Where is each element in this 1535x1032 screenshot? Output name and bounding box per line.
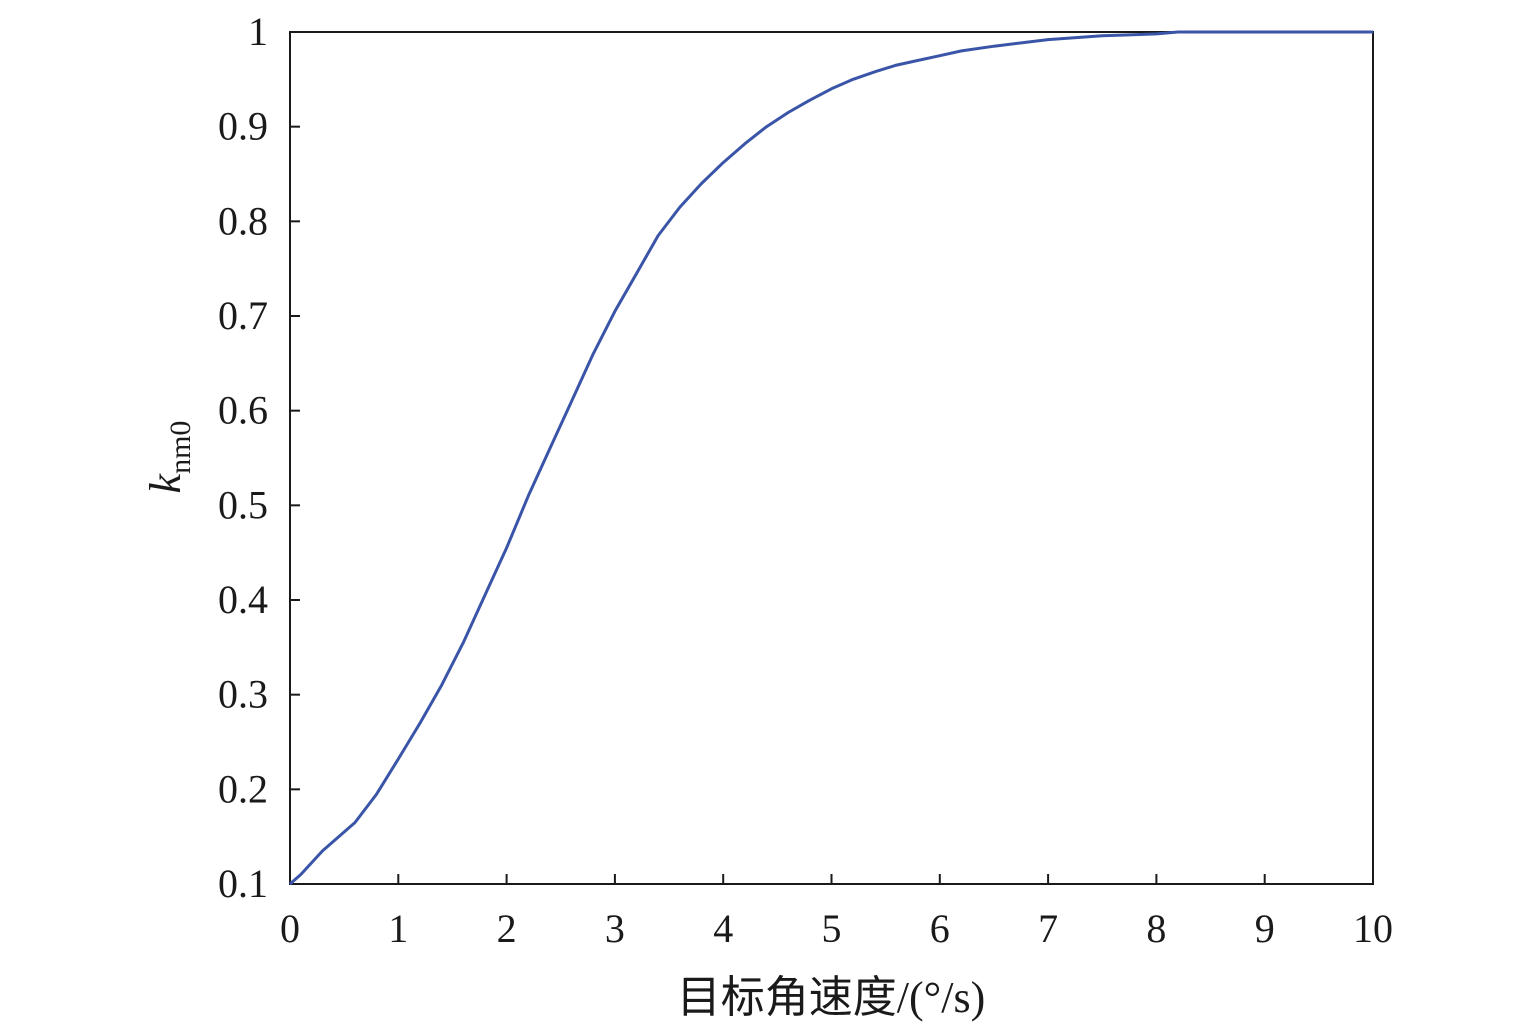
data-point <box>570 400 573 402</box>
data-point <box>321 850 324 852</box>
data-point <box>354 821 356 824</box>
x-tick-label: 10 <box>1353 906 1393 951</box>
data-point <box>657 234 659 237</box>
y-tick-label: 0.6 <box>218 388 268 433</box>
data-point <box>744 143 746 145</box>
data-point <box>830 88 833 90</box>
series-layer <box>289 30 1374 886</box>
x-tick-label: 9 <box>1255 906 1275 951</box>
y-tick-label: 0.7 <box>218 293 268 338</box>
x-axis-ticks: 0 1 2 3 4 5 6 7 8 9 10 <box>280 874 1393 951</box>
data-point <box>484 594 486 596</box>
data-point <box>397 758 399 760</box>
data-point <box>1177 31 1179 33</box>
y-axis-label: knm0 <box>141 421 197 494</box>
data-point <box>1372 31 1374 33</box>
data-point <box>592 353 594 355</box>
x-tick-label: 7 <box>1038 906 1058 951</box>
data-point <box>441 684 443 686</box>
data-point <box>1047 38 1049 41</box>
x-tick-label: 2 <box>497 906 517 951</box>
data-point <box>462 642 464 644</box>
data-point <box>506 547 508 549</box>
data-point <box>722 162 724 164</box>
data-point <box>1155 33 1157 35</box>
data-point <box>895 64 898 66</box>
data-point <box>787 111 789 114</box>
data-point <box>1101 35 1103 37</box>
y-tick-label: 0.9 <box>218 104 268 149</box>
data-point <box>635 272 638 274</box>
data-point <box>993 45 995 47</box>
y-tick-label: 1 <box>248 9 268 54</box>
x-tick-label: 8 <box>1146 906 1166 951</box>
y-axis-ticks: 0.1 0.2 0.3 0.4 0.5 0.6 0.7 0.8 0.9 1 <box>218 9 300 906</box>
data-point <box>1264 31 1266 33</box>
data-point <box>765 126 768 128</box>
x-tick-label: 3 <box>605 906 625 951</box>
data-point <box>376 793 378 795</box>
data-point <box>960 50 963 52</box>
x-tick-label: 5 <box>822 906 842 951</box>
data-point <box>939 55 941 57</box>
series-line <box>289 30 1373 886</box>
data-point <box>700 182 703 185</box>
x-tick-label: 1 <box>388 906 408 951</box>
data-point <box>549 447 551 450</box>
data-point <box>679 206 681 208</box>
data-point <box>419 722 421 724</box>
plot-area <box>289 31 1374 885</box>
plot-frame <box>289 31 1374 885</box>
data-point <box>852 78 854 80</box>
data-point <box>527 495 529 497</box>
y-tick-label: 0.8 <box>218 198 268 243</box>
y-axis-label-sub: nm0 <box>164 421 197 474</box>
x-axis-label: 目标角速度/(°/s) <box>677 973 985 1022</box>
y-tick-label: 0.5 <box>218 482 268 527</box>
y-tick-label: 0.2 <box>218 766 268 811</box>
data-point <box>809 99 811 101</box>
data-point <box>614 310 616 312</box>
y-tick-label: 0.1 <box>218 861 268 906</box>
x-tick-label: 0 <box>280 906 300 951</box>
data-point <box>289 883 291 885</box>
y-tick-label: 0.3 <box>218 672 268 717</box>
y-axis-label-main: k <box>141 472 190 493</box>
x-tick-label: 6 <box>930 906 950 951</box>
data-point <box>300 873 302 876</box>
x-tick-label: 4 <box>713 906 733 951</box>
data-point <box>874 71 876 73</box>
data-point <box>917 59 919 62</box>
y-tick-label: 0.4 <box>218 577 268 622</box>
